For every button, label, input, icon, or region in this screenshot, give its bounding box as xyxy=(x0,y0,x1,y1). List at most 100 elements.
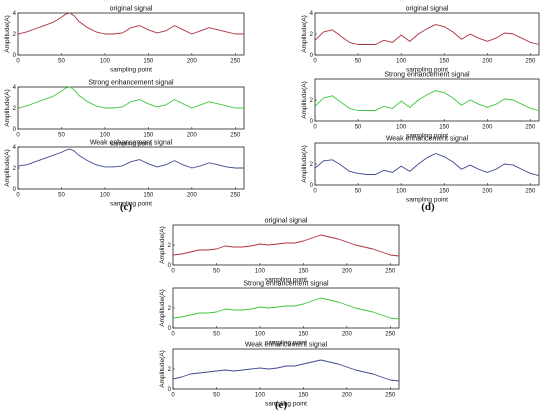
x-tick-label: 150 xyxy=(439,125,450,131)
plot-title: Strong enhancement signal xyxy=(88,80,174,87)
x-tick-label: 100 xyxy=(396,59,407,65)
series-line xyxy=(314,153,540,176)
x-tick-label: 250 xyxy=(525,189,536,195)
x-tick-label: 50 xyxy=(355,59,362,65)
plot-axes xyxy=(314,78,540,122)
y-tick-label: 0 xyxy=(310,183,314,189)
x-tick-label: 100 xyxy=(255,269,266,275)
x-tick-label: 100 xyxy=(255,332,266,338)
x-tick-label: 0 xyxy=(16,133,20,139)
x-tick-label: 200 xyxy=(187,193,198,199)
plot-axes xyxy=(172,224,400,266)
x-tick-label: 250 xyxy=(230,59,241,65)
y-axis-label: Amplitude(A) xyxy=(301,145,308,183)
y-tick-label: 2 xyxy=(13,106,17,112)
x-tick-label: 0 xyxy=(313,125,317,131)
plot-title: Weak enhancement signal xyxy=(386,136,469,143)
x-tick-label: 50 xyxy=(58,193,65,199)
x-tick-label: 150 xyxy=(298,393,309,399)
x-tick-label: 0 xyxy=(171,393,175,399)
x-tick-label: 100 xyxy=(100,133,111,139)
panel-label: (c) xyxy=(120,201,133,213)
x-tick-label: 50 xyxy=(355,125,362,131)
x-tick-label: 100 xyxy=(396,125,407,131)
x-tick-label: 50 xyxy=(213,393,220,399)
plot-axes xyxy=(17,12,245,56)
x-tick-label: 200 xyxy=(342,269,353,275)
x-tick-label: 200 xyxy=(482,125,493,131)
x-tick-label: 50 xyxy=(58,133,65,139)
x-axis-label: sampling point xyxy=(110,67,152,74)
x-tick-label: 200 xyxy=(342,393,353,399)
x-tick-label: 200 xyxy=(187,133,198,139)
x-axis-label: sampling point xyxy=(406,197,448,204)
plot-title: original signal xyxy=(265,218,308,225)
y-tick-label: 0 xyxy=(168,326,172,332)
x-tick-label: 100 xyxy=(255,393,266,399)
y-tick-label: 4 xyxy=(13,145,17,151)
x-tick-label: 0 xyxy=(16,193,20,199)
series-line xyxy=(314,24,540,45)
y-axis-label: Amplitude(A) xyxy=(4,89,11,127)
plot-axes xyxy=(17,146,245,190)
y-axis-label: Amplitude(A) xyxy=(159,226,166,264)
x-tick-label: 250 xyxy=(385,393,396,399)
series-line xyxy=(314,90,540,111)
y-axis-label: Amplitude(A) xyxy=(4,15,11,53)
x-axis-label: sampling point xyxy=(406,133,448,140)
y-tick-label: 0 xyxy=(13,187,17,193)
y-tick-label: 4 xyxy=(13,11,17,17)
x-tick-label: 250 xyxy=(230,193,241,199)
x-tick-label: 100 xyxy=(396,189,407,195)
y-tick-label: 0 xyxy=(168,263,172,269)
x-tick-label: 100 xyxy=(100,193,111,199)
x-tick-label: 50 xyxy=(213,332,220,338)
x-tick-label: 250 xyxy=(525,125,536,131)
y-tick-label: 0 xyxy=(168,387,172,393)
y-axis-label: Amplitude(A) xyxy=(4,149,11,187)
plot-title: Strong enhancement signal xyxy=(384,72,470,79)
y-tick-label: 2 xyxy=(168,243,172,249)
plot-title: original signal xyxy=(110,6,153,13)
y-tick-label: 2 xyxy=(310,98,314,104)
x-tick-label: 0 xyxy=(171,269,175,275)
x-tick-label: 150 xyxy=(439,59,450,65)
y-tick-label: 0 xyxy=(13,53,17,59)
plot-title: Weak enhancement signal xyxy=(90,140,173,147)
y-tick-label: 2 xyxy=(168,306,172,312)
series-line xyxy=(172,234,400,257)
x-tick-label: 0 xyxy=(313,189,317,195)
plot-title: Strong enhancement signal xyxy=(243,281,329,288)
series-line xyxy=(17,86,244,109)
y-tick-label: 2 xyxy=(13,32,17,38)
y-axis-label: Amplitude(A) xyxy=(159,350,166,388)
x-tick-label: 250 xyxy=(230,133,241,139)
y-tick-label: 4 xyxy=(13,85,17,91)
x-tick-label: 50 xyxy=(213,269,220,275)
x-axis-label: sampling point xyxy=(265,340,307,347)
plot-axes xyxy=(172,287,400,329)
x-tick-label: 200 xyxy=(482,189,493,195)
series-line xyxy=(17,12,244,35)
x-tick-label: 150 xyxy=(439,189,450,195)
y-axis-label: Amplitude(A) xyxy=(301,15,308,53)
x-tick-label: 150 xyxy=(143,193,154,199)
x-tick-label: 200 xyxy=(187,59,198,65)
y-tick-label: 4 xyxy=(310,11,314,17)
plot-axes xyxy=(314,12,540,56)
plot-title: original signal xyxy=(406,6,449,13)
x-tick-label: 50 xyxy=(355,189,362,195)
y-tick-label: 2 xyxy=(168,367,172,373)
series-line xyxy=(17,148,244,169)
x-tick-label: 0 xyxy=(171,332,175,338)
x-axis-label: sampling point xyxy=(110,201,152,208)
x-axis-label: sampling point xyxy=(265,401,307,408)
series-line xyxy=(172,359,400,382)
plot-axes xyxy=(17,86,245,130)
plot-title: Weak enhancement signal xyxy=(245,342,328,349)
x-tick-label: 200 xyxy=(342,332,353,338)
x-tick-label: 0 xyxy=(16,59,20,65)
x-tick-label: 250 xyxy=(385,332,396,338)
series-line xyxy=(172,297,400,320)
